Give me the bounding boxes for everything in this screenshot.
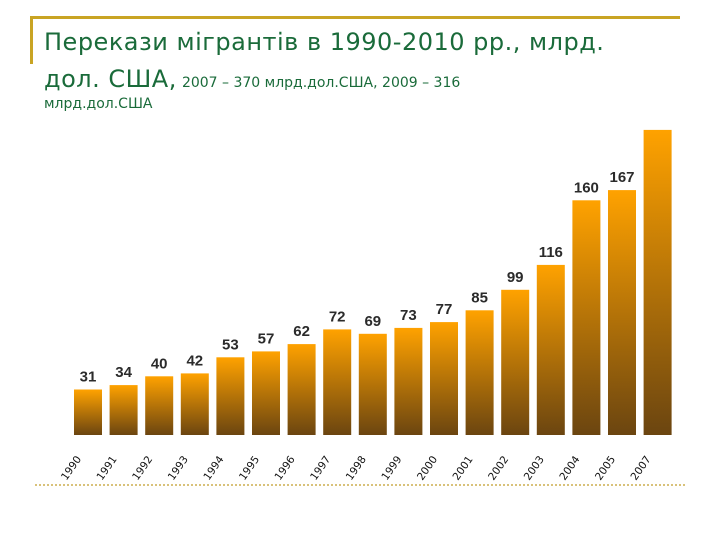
data-labels-layer: 31 34 40 42 53 57 62 72 69 73 77 85 99 116 160 167: [80, 169, 635, 385]
data-label-2005: 167: [609, 169, 634, 186]
data-label-1991: 34: [115, 364, 132, 381]
x-tick-1994: 1994: [201, 454, 226, 483]
x-tick-1999: 1999: [379, 454, 404, 483]
frame-bottom-line: [35, 484, 685, 488]
data-label-2004: 160: [574, 179, 599, 196]
x-tick-2000: 2000: [415, 454, 440, 483]
x-tick-labels-layer: 1990 1991 1992 1993 1994 1995 1996 1997 1998 1999…: [59, 454, 654, 483]
x-tick-2002: 2002: [486, 454, 511, 483]
subtitle-part-2: млрд.дол.США: [44, 96, 153, 113]
x-tick-1995: 1995: [237, 454, 262, 483]
bar-1990: [74, 389, 102, 435]
x-tick-1998: 1998: [344, 454, 369, 483]
bar-1993: [180, 373, 209, 435]
slide-title: Перекази мігрантів в 1990-2010 рр., млрд…: [44, 24, 684, 116]
title-line-2-main: дол. США,: [44, 65, 177, 94]
title-line-1: Перекази мігрантів в 1990-2010 рр., млрд…: [44, 28, 605, 56]
bars-layer: [74, 129, 672, 435]
x-tick-1997: 1997: [308, 454, 333, 483]
x-tick-1992: 1992: [130, 454, 155, 483]
data-label-1999: 73: [400, 307, 417, 324]
x-tick-2004: 2004: [557, 454, 582, 483]
x-tick-1990: 1990: [59, 454, 84, 483]
x-tick-1991: 1991: [95, 454, 120, 483]
data-label-1995: 57: [258, 330, 275, 347]
x-tick-1993: 1993: [166, 454, 191, 483]
bar-2001: [465, 310, 494, 435]
data-label-2000: 77: [436, 301, 453, 318]
bar-2003: [536, 264, 565, 435]
x-tick-2007: 2007: [629, 454, 654, 483]
data-label-1994: 53: [222, 336, 239, 353]
data-label-1993: 42: [186, 352, 203, 369]
data-label-1990: 31: [80, 369, 97, 386]
data-label-1997: 72: [329, 308, 346, 325]
x-tick-2003: 2003: [522, 454, 547, 483]
bar-2000: [430, 322, 458, 435]
bar-2007: [643, 129, 672, 435]
data-label-2003: 116: [539, 244, 563, 261]
bar-1996: [287, 344, 316, 435]
bar-1995: [252, 351, 280, 435]
frame-top-line: [30, 16, 680, 19]
x-tick-2001: 2001: [451, 454, 476, 483]
data-label-2002: 99: [507, 269, 524, 286]
data-label-1992: 40: [151, 355, 168, 372]
data-label-1996: 62: [293, 323, 310, 340]
bar-2005: [608, 190, 636, 435]
bar-2004: [572, 200, 601, 435]
data-label-2001: 85: [471, 289, 488, 306]
x-tick-2005: 2005: [593, 454, 618, 483]
x-tick-1996: 1996: [273, 454, 298, 483]
data-label-1998: 69: [364, 313, 381, 330]
frame-left-line: [30, 16, 33, 64]
bar-1999: [394, 327, 423, 435]
title-line-2: дол. США, 2007 – 370 млрд.дол.США, 2009 …: [44, 61, 684, 98]
bar-1997: [323, 329, 352, 435]
bar-2002: [501, 289, 530, 435]
subtitle-part-1: 2007 – 370 млрд.дол.США, 2009 – 316: [181, 75, 461, 92]
bar-1992: [145, 376, 174, 435]
bar-1994: [216, 357, 245, 435]
bar-1991: [109, 385, 138, 435]
bar-1998: [358, 333, 387, 435]
